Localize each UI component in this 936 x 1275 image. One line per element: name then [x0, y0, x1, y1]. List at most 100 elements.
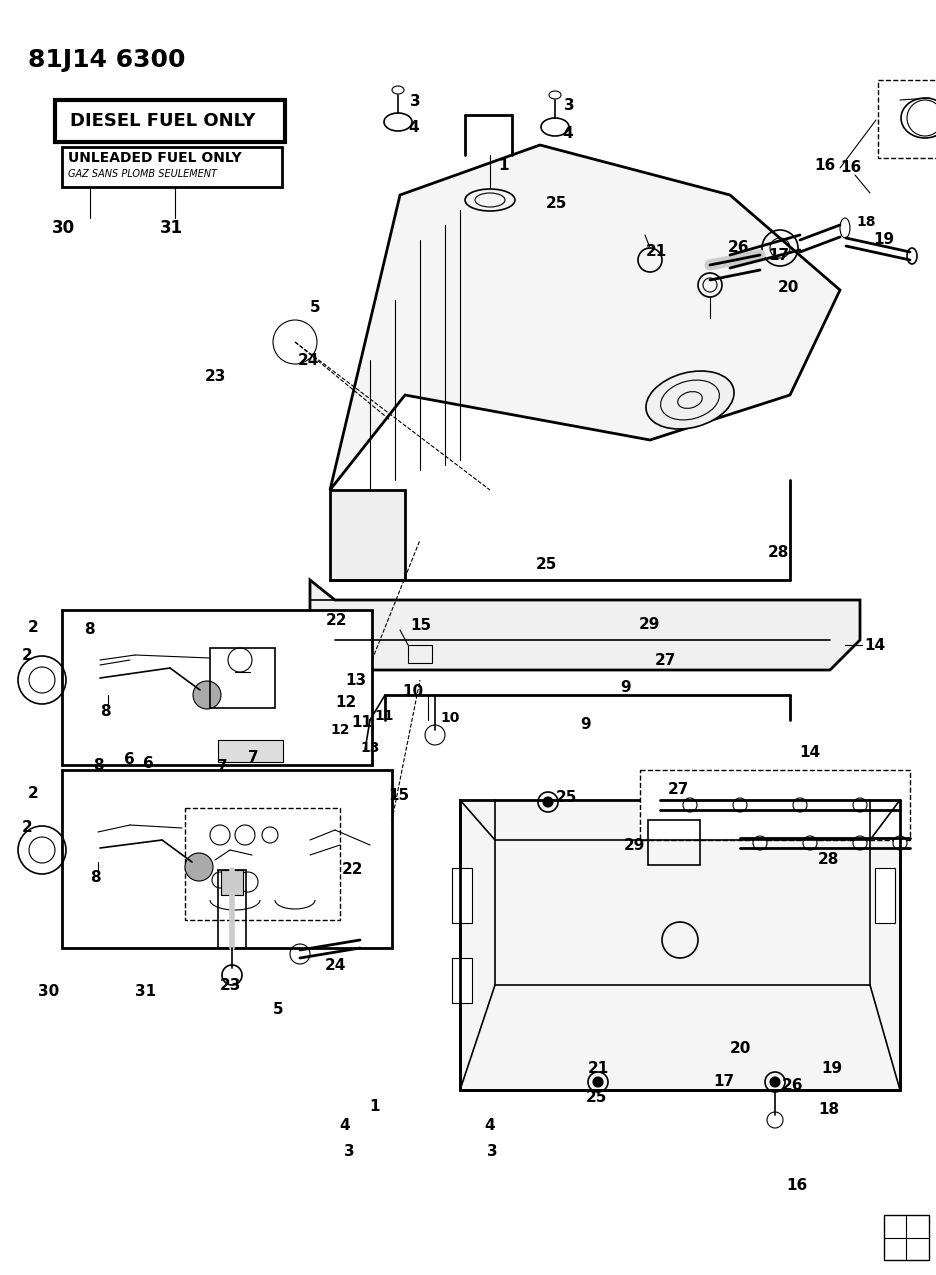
- Text: 18: 18: [818, 1102, 840, 1117]
- Text: 25: 25: [547, 196, 567, 212]
- Bar: [185, 808, 340, 921]
- Bar: [218, 740, 283, 762]
- Text: 81J14 6300: 81J14 6300: [28, 48, 185, 71]
- Text: 20: 20: [778, 280, 799, 296]
- Text: 18: 18: [856, 215, 875, 230]
- Text: 25: 25: [535, 557, 557, 572]
- Text: 16: 16: [814, 158, 836, 172]
- Bar: [640, 770, 910, 840]
- Text: 31: 31: [135, 984, 155, 1000]
- Text: 27: 27: [655, 653, 677, 668]
- Circle shape: [853, 836, 867, 850]
- Text: 8: 8: [84, 622, 95, 638]
- Circle shape: [753, 836, 767, 850]
- Text: 16: 16: [840, 161, 861, 176]
- Polygon shape: [330, 145, 840, 490]
- Text: UNLEADED FUEL ONLY: UNLEADED FUEL ONLY: [68, 150, 241, 164]
- Text: 21: 21: [646, 245, 667, 260]
- Text: 7: 7: [217, 759, 227, 774]
- Text: 30: 30: [52, 219, 75, 237]
- Text: 11: 11: [351, 715, 372, 731]
- Bar: [408, 645, 432, 663]
- Text: 10: 10: [440, 711, 460, 725]
- Text: 2: 2: [22, 649, 33, 663]
- Text: 17: 17: [713, 1074, 735, 1089]
- Circle shape: [733, 798, 747, 812]
- Polygon shape: [310, 580, 860, 669]
- Bar: [62, 609, 372, 765]
- Text: 22: 22: [326, 613, 347, 629]
- Text: 14: 14: [864, 638, 885, 653]
- Polygon shape: [330, 490, 405, 580]
- Text: 21: 21: [588, 1061, 609, 1076]
- Text: 25: 25: [585, 1090, 607, 1105]
- Text: 3: 3: [487, 1144, 497, 1159]
- Text: 17: 17: [768, 247, 789, 263]
- Text: 26: 26: [782, 1077, 803, 1093]
- Text: 19: 19: [873, 232, 894, 247]
- Circle shape: [803, 836, 817, 850]
- Text: 1: 1: [370, 1099, 380, 1114]
- Text: 16: 16: [786, 1178, 808, 1193]
- Text: 8: 8: [100, 705, 110, 719]
- Text: 27: 27: [668, 783, 690, 797]
- Text: 6: 6: [124, 752, 135, 768]
- Circle shape: [793, 798, 807, 812]
- Text: 28: 28: [818, 853, 840, 867]
- Text: 23: 23: [205, 368, 226, 384]
- Text: 4: 4: [408, 121, 418, 135]
- Text: 19: 19: [822, 1061, 843, 1076]
- Circle shape: [853, 798, 867, 812]
- Text: 13: 13: [360, 741, 379, 755]
- Text: 2: 2: [22, 821, 33, 835]
- Text: 13: 13: [345, 673, 367, 689]
- Text: 7: 7: [248, 750, 258, 765]
- Text: GAZ SANS PLOMB SEULEMENT: GAZ SANS PLOMB SEULEMENT: [68, 170, 217, 179]
- Bar: [452, 868, 472, 923]
- Text: 3: 3: [564, 98, 575, 113]
- Text: 4: 4: [484, 1118, 494, 1133]
- Bar: [884, 1215, 929, 1260]
- Text: 12: 12: [330, 723, 350, 737]
- Text: 24: 24: [298, 353, 319, 368]
- Text: 22: 22: [342, 862, 363, 877]
- Circle shape: [893, 836, 907, 850]
- Text: 9: 9: [580, 717, 591, 732]
- Text: 30: 30: [38, 984, 59, 1000]
- Circle shape: [770, 1077, 780, 1088]
- Text: 15: 15: [388, 788, 410, 803]
- Bar: [210, 648, 275, 708]
- Text: 23: 23: [219, 978, 241, 993]
- Circle shape: [185, 853, 213, 881]
- Text: 5: 5: [310, 301, 321, 315]
- Text: 6: 6: [142, 756, 154, 770]
- Bar: [55, 99, 285, 142]
- Text: 12: 12: [335, 695, 357, 710]
- Text: 29: 29: [623, 838, 645, 853]
- Text: 3: 3: [410, 94, 420, 110]
- Text: 5: 5: [273, 1002, 284, 1017]
- Text: DIESEL FUEL ONLY: DIESEL FUEL ONLY: [70, 112, 256, 130]
- Text: 11: 11: [374, 709, 393, 723]
- Text: 29: 29: [638, 617, 660, 632]
- Bar: [460, 799, 900, 1090]
- Bar: [62, 147, 282, 187]
- Text: 31: 31: [160, 219, 183, 237]
- Text: 3: 3: [344, 1144, 355, 1159]
- Circle shape: [593, 1077, 603, 1088]
- Bar: [878, 80, 936, 158]
- Text: 20: 20: [730, 1040, 752, 1056]
- Bar: [221, 870, 243, 895]
- Text: 9: 9: [620, 681, 631, 695]
- Ellipse shape: [646, 371, 734, 428]
- Bar: [218, 870, 246, 949]
- Text: 8: 8: [94, 757, 104, 773]
- Text: 2: 2: [28, 620, 38, 635]
- Text: 26: 26: [728, 240, 750, 255]
- Text: 4: 4: [339, 1118, 349, 1133]
- Text: 28: 28: [768, 544, 789, 560]
- Text: 25: 25: [556, 790, 578, 806]
- Text: 2: 2: [28, 785, 38, 801]
- Bar: [875, 868, 895, 923]
- Text: 15: 15: [410, 618, 431, 634]
